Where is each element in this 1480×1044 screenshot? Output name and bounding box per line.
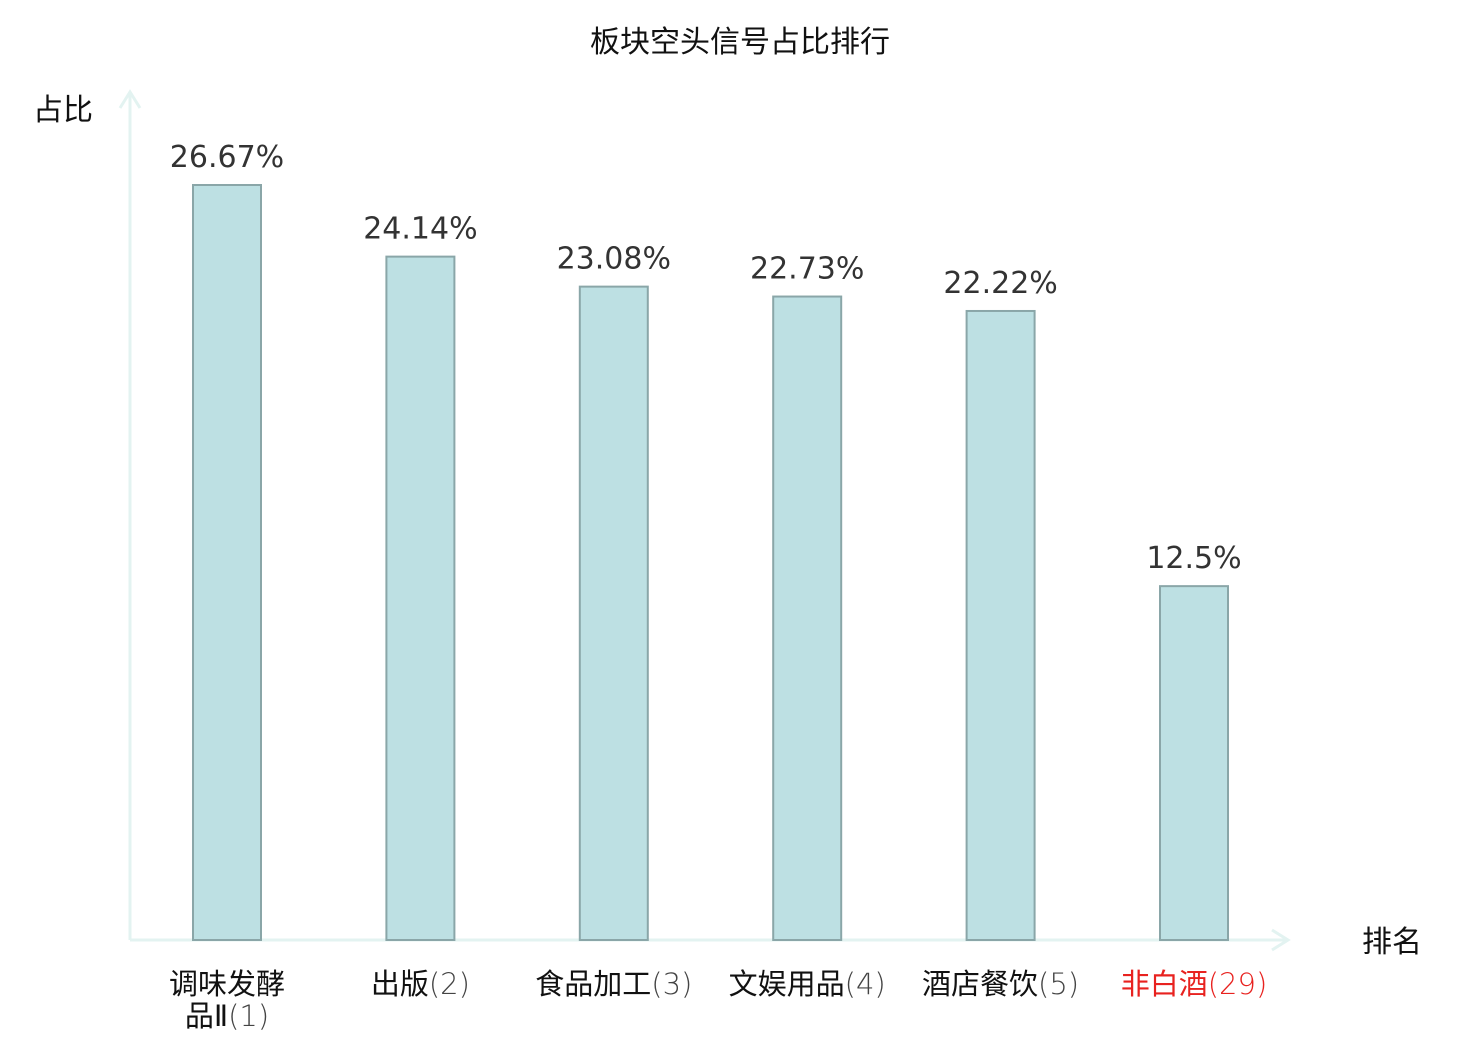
category-rank: (2)	[429, 967, 470, 1001]
y-axis-arrow	[118, 89, 142, 109]
bar	[965, 309, 1036, 942]
category-label: 出版(2)	[371, 967, 470, 1001]
category-label: 调味发酵	[169, 967, 285, 1001]
category-name: 文娱用品	[729, 967, 845, 1001]
bar	[385, 255, 456, 942]
category-rank: (1)	[228, 999, 269, 1033]
bar-value-label: 22.73%	[750, 252, 864, 287]
category-rank: (5)	[1038, 967, 1079, 1001]
bars-group	[192, 184, 1229, 942]
bar-value-label: 22.22%	[943, 266, 1057, 301]
category-label: 食品加工(3)	[535, 967, 692, 1001]
bar-value-label: 24.14%	[363, 212, 477, 247]
axes	[118, 89, 1291, 952]
category-label: 非白酒(29)	[1121, 967, 1268, 1001]
category-name: 品Ⅱ	[185, 999, 228, 1033]
bar	[192, 184, 262, 941]
category-label: 文娱用品(4)	[729, 967, 886, 1001]
category-rank: (3)	[651, 967, 692, 1001]
category-name: 酒店餐饮	[922, 967, 1038, 1001]
category-label: 酒店餐饮(5)	[922, 967, 1079, 1001]
bar-value-label: 23.08%	[557, 242, 671, 277]
category-name: 非白酒	[1121, 967, 1208, 1001]
category-rank: (29)	[1208, 967, 1268, 1001]
bar-value-label: 26.67%	[170, 140, 284, 175]
category-name: 食品加工	[535, 967, 651, 1001]
y-axis-label: 占比	[33, 93, 93, 128]
bar	[578, 285, 649, 942]
category-rank: (4)	[845, 967, 886, 1001]
x-axis-label: 排名	[1362, 925, 1422, 960]
bar	[1159, 585, 1229, 942]
chart-title: 板块空头信号占比排行	[590, 25, 890, 60]
value-labels-group: 26.67% 24.14% 23.08% 22.73% 22.22% 12.5%	[170, 140, 1242, 576]
bar	[772, 295, 843, 942]
bar-value-label: 12.5%	[1146, 541, 1241, 576]
category-name: 调味发酵	[169, 967, 285, 1001]
category-name: 出版	[371, 967, 429, 1001]
x-axis-arrow	[1271, 928, 1291, 952]
category-label: 品Ⅱ(1)	[185, 999, 269, 1033]
